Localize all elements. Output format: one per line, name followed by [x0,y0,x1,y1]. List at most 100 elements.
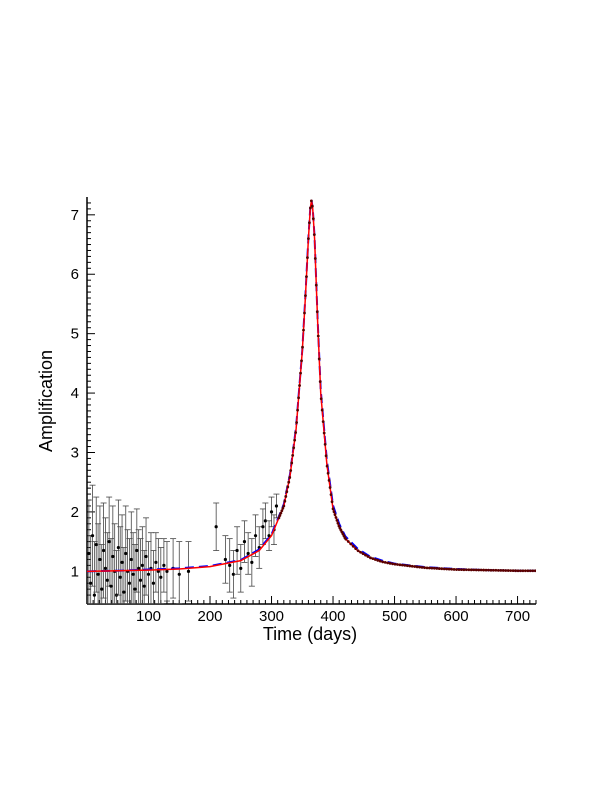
data-point [295,421,299,424]
data-point [430,566,434,570]
data-point [305,275,308,279]
data-point [477,568,481,572]
data-point [381,560,385,564]
data-point [269,510,274,514]
data-point [450,567,454,571]
data-point [464,568,468,572]
data-point [306,256,309,260]
data-point [361,552,365,556]
data-point [413,565,417,568]
data-point [509,569,513,572]
data-point [457,568,461,571]
data-point [122,590,126,594]
data-point [261,525,265,529]
data-point [437,567,441,570]
data-point [366,555,370,558]
data-point [524,569,527,573]
data-point [410,564,414,568]
data-point [484,568,488,572]
data-point [87,551,91,556]
data-point [346,540,350,543]
data-point [283,499,287,503]
data-point [474,568,478,572]
data-point [100,587,104,591]
data-point [294,431,298,434]
data-point [371,557,375,561]
y-tick-label: 5 [71,326,79,343]
y-tick-label: 6 [71,266,79,283]
data-point [138,578,143,582]
data-point [383,560,387,564]
data-point [242,540,247,544]
data-point [281,506,285,510]
data-point [287,480,291,484]
data-point [228,563,232,567]
data-point [304,294,307,298]
data-point [324,454,328,458]
observations-series [87,484,280,604]
x-axis-title: Time (days) [263,624,357,644]
data-point [165,569,169,573]
data-point [376,558,380,562]
data-point [403,563,407,567]
data-point [327,479,331,482]
data-point [435,567,439,570]
data-point [289,469,293,472]
data-point [328,486,332,489]
data-point [321,420,325,423]
data-point [140,563,144,567]
data-point [102,548,106,553]
data-point [296,408,299,412]
data-point [326,471,330,475]
data-point [127,581,132,585]
data-point [445,567,449,571]
data-point [516,569,520,573]
data-point [349,542,353,546]
data-point [124,551,128,556]
data-point [286,485,290,489]
data-point [494,568,498,572]
data-point [318,380,322,384]
data-point [280,509,284,513]
data-point [472,568,476,572]
data-point [469,568,473,572]
data-point [302,328,305,332]
data-point [319,397,323,401]
data-point [425,566,429,570]
data-point [277,516,281,520]
data-point [246,551,250,556]
data-point [96,572,100,576]
data-point [489,568,493,572]
x-tick-label: 100 [136,608,161,625]
data-point [292,446,296,450]
data-point [364,553,367,557]
data-point [330,500,334,504]
data-point [335,518,339,522]
y-tick-label: 1 [71,563,79,580]
data-point [432,566,436,570]
data-point [120,560,124,565]
data-point [398,563,402,567]
data-point [479,568,483,572]
data-point [301,345,304,349]
data-point [356,549,360,553]
data-point [116,545,120,550]
data-point [253,534,258,538]
x-tick-label: 400 [321,608,346,625]
data-point [316,334,320,338]
data-point [514,569,517,573]
data-point [331,507,335,511]
data-point [323,443,327,446]
data-point [369,556,372,560]
data-point [496,568,500,572]
data-point [320,408,324,412]
data-point [282,504,286,508]
y-tick-label: 2 [71,504,79,521]
data-point [109,584,113,588]
data-point [107,540,111,544]
y-tick-label: 3 [71,444,79,461]
data-point [297,396,300,400]
plot-area: 100 200 300 400 500 600 700 1 2 3 4 5 6 7 [71,197,537,625]
data-point [482,568,485,572]
data-point [440,567,444,571]
